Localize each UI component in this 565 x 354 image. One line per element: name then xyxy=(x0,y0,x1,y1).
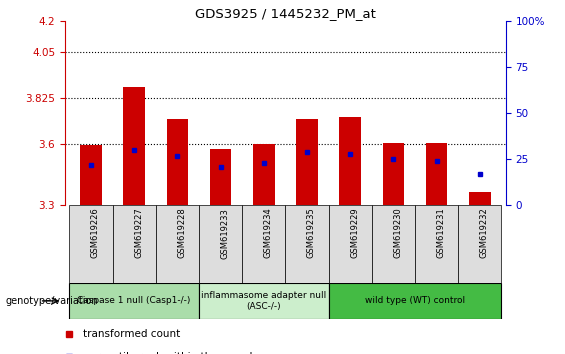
Bar xyxy=(383,143,404,205)
Bar xyxy=(167,119,188,205)
Bar xyxy=(69,205,112,283)
Bar xyxy=(426,143,447,205)
Bar xyxy=(469,192,490,205)
Text: GSM619231: GSM619231 xyxy=(437,208,446,258)
Bar xyxy=(328,205,372,283)
Text: wild type (WT) control: wild type (WT) control xyxy=(365,296,465,306)
Bar xyxy=(123,87,145,205)
Title: GDS3925 / 1445232_PM_at: GDS3925 / 1445232_PM_at xyxy=(195,7,376,20)
Bar xyxy=(80,145,102,205)
Text: inflammasome adapter null
(ASC-/-): inflammasome adapter null (ASC-/-) xyxy=(201,291,327,310)
Bar xyxy=(458,205,501,283)
Text: GSM619227: GSM619227 xyxy=(134,208,143,258)
Text: GSM619232: GSM619232 xyxy=(480,208,489,258)
Bar xyxy=(340,118,361,205)
Bar xyxy=(112,205,156,283)
Bar xyxy=(328,283,501,319)
Text: Caspase 1 null (Casp1-/-): Caspase 1 null (Casp1-/-) xyxy=(77,296,191,306)
Text: genotype/variation: genotype/variation xyxy=(6,296,98,306)
Text: GSM619234: GSM619234 xyxy=(264,208,273,258)
Text: GSM619230: GSM619230 xyxy=(393,208,402,258)
Bar xyxy=(415,205,458,283)
Text: transformed count: transformed count xyxy=(82,329,180,339)
Text: GSM619226: GSM619226 xyxy=(91,208,100,258)
Text: percentile rank within the sample: percentile rank within the sample xyxy=(82,352,258,354)
Text: GSM619229: GSM619229 xyxy=(350,208,359,258)
Bar xyxy=(242,205,285,283)
Text: GSM619233: GSM619233 xyxy=(220,208,229,258)
Bar xyxy=(69,283,199,319)
Bar xyxy=(372,205,415,283)
Bar xyxy=(156,205,199,283)
Bar xyxy=(210,149,231,205)
Bar xyxy=(253,144,275,205)
Bar xyxy=(199,283,328,319)
Text: GSM619235: GSM619235 xyxy=(307,208,316,258)
Bar xyxy=(296,119,318,205)
Bar xyxy=(199,205,242,283)
Bar xyxy=(285,205,328,283)
Text: GSM619228: GSM619228 xyxy=(177,208,186,258)
